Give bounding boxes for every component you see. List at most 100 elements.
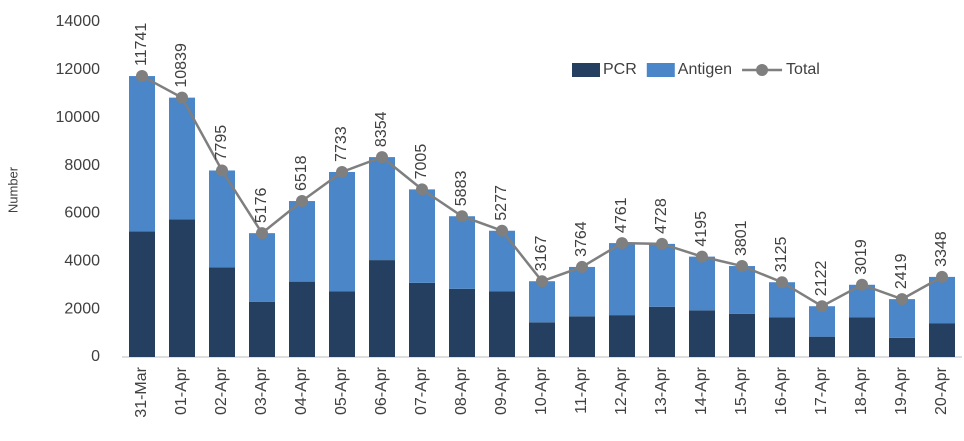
total-marker bbox=[776, 276, 788, 289]
y-tick-label: 10000 bbox=[56, 109, 101, 126]
data-label: 2122 bbox=[813, 261, 830, 297]
bar-segment bbox=[689, 256, 715, 311]
data-label: 8354 bbox=[373, 111, 390, 147]
legend-marker bbox=[756, 64, 769, 76]
total-marker bbox=[136, 70, 148, 83]
y-tick-label: 0 bbox=[91, 348, 100, 365]
legend-swatch bbox=[646, 63, 675, 77]
data-label: 3125 bbox=[773, 237, 790, 273]
data-label: 7795 bbox=[213, 125, 230, 161]
total-marker bbox=[496, 224, 508, 237]
x-tick-label: 31-Mar bbox=[133, 366, 150, 417]
total-marker bbox=[576, 260, 588, 273]
x-tick-label: 12-Apr bbox=[613, 366, 630, 415]
bar-segment bbox=[649, 243, 675, 307]
bar-segment bbox=[329, 171, 355, 292]
legend-swatch bbox=[572, 63, 600, 77]
bar-segment bbox=[129, 231, 155, 357]
bar-segment bbox=[649, 306, 675, 357]
x-tick-label: 01-Apr bbox=[173, 366, 190, 415]
data-label: 10839 bbox=[173, 43, 190, 88]
bar-segment bbox=[569, 316, 595, 357]
x-tick-label: 13-Apr bbox=[653, 366, 670, 415]
bar-segment bbox=[609, 315, 635, 357]
bar-segment bbox=[449, 216, 475, 289]
x-tick-label: 10-Apr bbox=[533, 366, 550, 415]
bar-segment bbox=[169, 97, 195, 220]
data-label: 4195 bbox=[693, 211, 710, 247]
bar-segment bbox=[129, 76, 155, 232]
bar-segment bbox=[689, 310, 715, 357]
bar-segment bbox=[489, 230, 515, 292]
x-tick-label: 02-Apr bbox=[213, 366, 230, 415]
x-tick-label: 06-Apr bbox=[373, 366, 390, 415]
bar-segment bbox=[329, 291, 355, 357]
bar-segment bbox=[249, 301, 275, 357]
bar-segment bbox=[409, 282, 435, 357]
bar-segment bbox=[729, 313, 755, 357]
data-label: 6518 bbox=[293, 155, 310, 191]
bar-segment bbox=[249, 233, 275, 302]
total-marker bbox=[336, 165, 348, 178]
x-tick-label: 09-Apr bbox=[493, 366, 510, 415]
x-tick-label: 14-Apr bbox=[693, 366, 710, 415]
total-marker bbox=[856, 278, 868, 291]
bar-segment bbox=[569, 266, 595, 317]
bar-segment bbox=[609, 243, 635, 316]
y-tick-label: 14000 bbox=[56, 13, 101, 30]
y-tick-label: 12000 bbox=[56, 61, 101, 78]
y-tick-label: 6000 bbox=[64, 205, 100, 222]
bar-segment bbox=[369, 157, 395, 261]
bar-segment bbox=[209, 170, 235, 268]
data-label: 7733 bbox=[333, 126, 350, 162]
total-marker bbox=[736, 260, 748, 273]
bar-segment bbox=[409, 189, 435, 283]
data-label: 3764 bbox=[573, 221, 590, 257]
bar-segment bbox=[929, 323, 955, 357]
bar-segment bbox=[169, 219, 195, 357]
total-marker bbox=[936, 270, 948, 283]
x-tick-label: 18-Apr bbox=[853, 366, 870, 415]
total-marker bbox=[616, 237, 628, 250]
total-marker bbox=[216, 164, 228, 177]
x-tick-label: 08-Apr bbox=[453, 366, 470, 415]
data-label: 3167 bbox=[533, 236, 550, 272]
bar-segment bbox=[449, 288, 475, 357]
bar-segment bbox=[849, 317, 875, 357]
bar-segment bbox=[489, 291, 515, 357]
bar-segment bbox=[289, 201, 315, 282]
y-axis-title: Number bbox=[5, 166, 20, 213]
y-tick-label: 8000 bbox=[64, 157, 100, 174]
data-label: 5883 bbox=[453, 171, 470, 207]
total-marker bbox=[536, 275, 548, 288]
bar-segment bbox=[889, 299, 915, 338]
total-marker bbox=[896, 293, 908, 306]
x-tick-label: 03-Apr bbox=[253, 366, 270, 415]
data-label: 4761 bbox=[613, 197, 630, 233]
data-label: 5277 bbox=[493, 185, 510, 221]
y-tick-label: 4000 bbox=[64, 253, 100, 270]
y-tick-label: 2000 bbox=[64, 300, 100, 317]
bar-segment bbox=[529, 281, 555, 323]
data-label: 2419 bbox=[893, 253, 910, 289]
data-label: 7005 bbox=[413, 144, 430, 180]
data-label: 5176 bbox=[253, 187, 270, 223]
bar-segment bbox=[809, 336, 835, 357]
bar-segment bbox=[769, 317, 795, 357]
legend-label: Total bbox=[786, 61, 820, 78]
x-tick-label: 04-Apr bbox=[293, 366, 310, 415]
total-marker bbox=[816, 300, 828, 313]
bar-segment bbox=[209, 267, 235, 357]
x-tick-label: 17-Apr bbox=[813, 366, 830, 415]
total-marker bbox=[696, 250, 708, 263]
legend-label: PCR bbox=[603, 61, 637, 78]
data-label: 3348 bbox=[933, 231, 950, 267]
total-marker bbox=[456, 210, 468, 223]
x-tick-label: 16-Apr bbox=[773, 366, 790, 415]
bar-segment bbox=[929, 276, 955, 324]
legend-label: Antigen bbox=[678, 61, 732, 78]
x-tick-label: 15-Apr bbox=[733, 366, 750, 415]
x-tick-label: 20-Apr bbox=[933, 366, 950, 415]
x-tick-label: 05-Apr bbox=[333, 366, 350, 415]
